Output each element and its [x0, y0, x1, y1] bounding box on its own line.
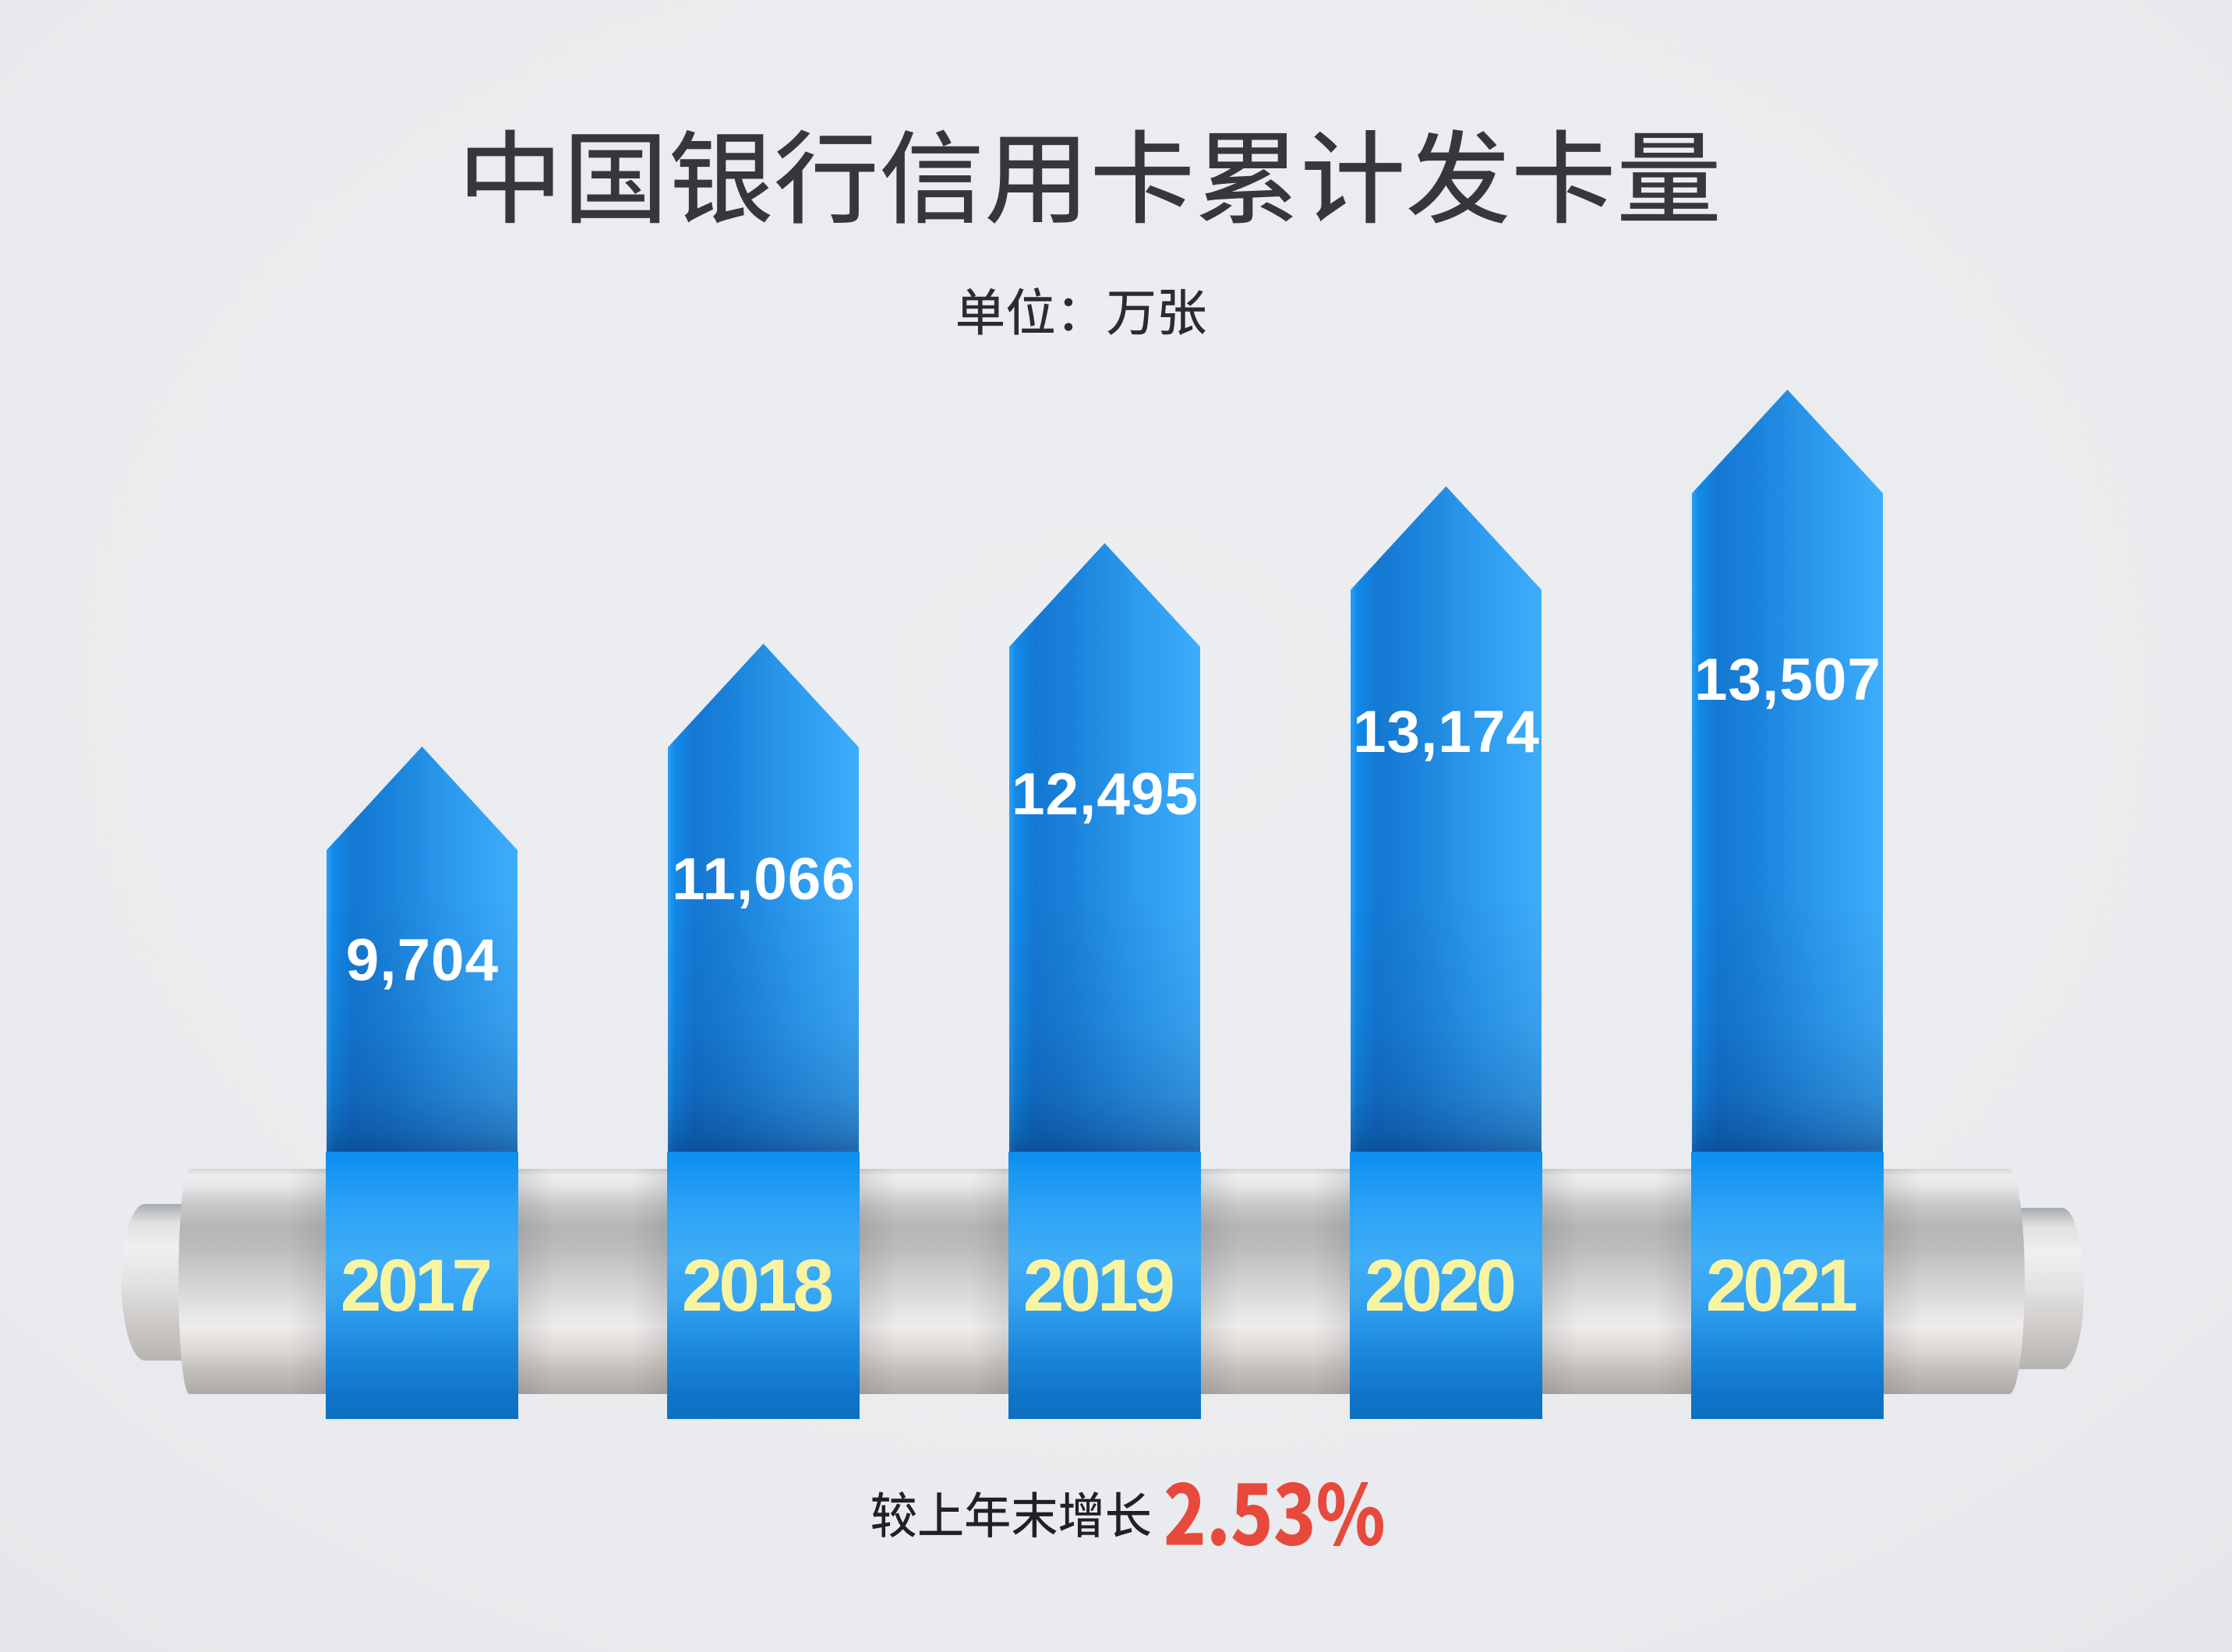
svg-text:2020: 2020	[1365, 1244, 1514, 1327]
svg-text:13,174: 13,174	[1353, 699, 1540, 765]
svg-text:2021: 2021	[1706, 1244, 1856, 1327]
svg-text:11,066: 11,066	[672, 846, 856, 912]
svg-text:12,495: 12,495	[1012, 761, 1199, 828]
svg-text:13,507: 13,507	[1694, 647, 1881, 713]
svg-text:2018: 2018	[682, 1244, 832, 1327]
svg-text:2019: 2019	[1023, 1244, 1174, 1327]
svg-text:2017: 2017	[341, 1244, 490, 1327]
svg-text:9,704: 9,704	[346, 927, 499, 994]
